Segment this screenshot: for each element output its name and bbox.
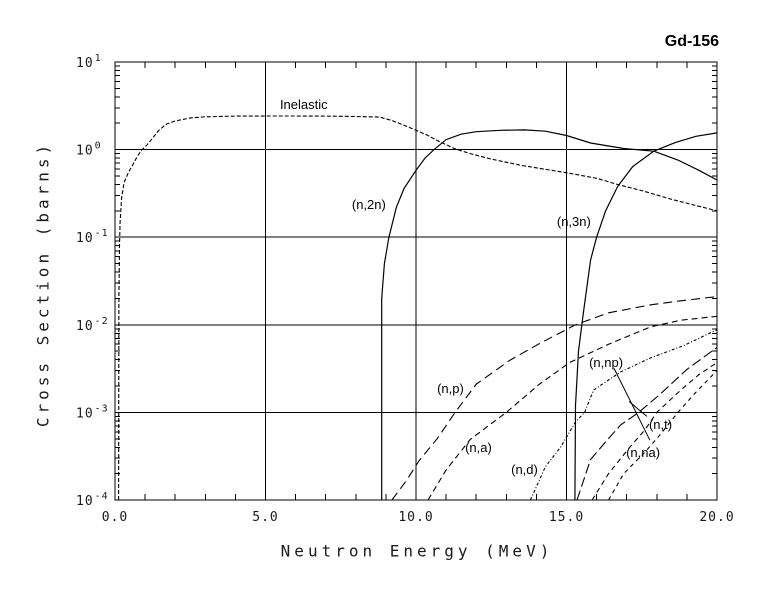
y-tick-label: 10-4 (76, 491, 109, 509)
curve-label-nnp: (n,np) (589, 355, 623, 370)
y-tick-label: 10-3 (76, 403, 109, 421)
curve-label-inelastic: Inelastic (280, 97, 328, 112)
y-tick-label: 10-1 (76, 228, 109, 246)
curve-label-np: (n,p) (437, 381, 464, 396)
y-tick-label: 10-2 (76, 316, 109, 334)
curve-label-na: (n,a) (465, 440, 492, 455)
curve-label-n3n: (n,3n) (557, 214, 591, 229)
x-axis-title: Neutron Energy (MeV) (280, 541, 554, 561)
curve-nd (529, 329, 718, 501)
curve-nna (608, 370, 718, 501)
curve-np (391, 296, 718, 501)
x-tick-label: 5.0 (252, 510, 278, 525)
y-axis-title: Cross Section (barns) (33, 140, 53, 428)
x-tick-label: 0.0 (102, 510, 128, 525)
curve-label-nna: (n,na) (626, 445, 660, 460)
curve-label-n2n: (n,2n) (352, 197, 386, 212)
plot-frame (114, 61, 718, 501)
x-tick-label: 20.0 (699, 510, 734, 525)
curve-n3n (574, 132, 718, 501)
x-tick-label: 10.0 (398, 510, 433, 525)
curve-inelastic (118, 115, 718, 501)
curve-nnp (576, 347, 718, 501)
curve-na (427, 315, 718, 501)
label-leader-line (628, 401, 648, 417)
curve-label-nt: (n,t) (649, 417, 672, 432)
chart-title: Gd-156 (664, 33, 719, 50)
curve-n2n (381, 129, 718, 500)
y-tick-label: 100 (76, 141, 102, 159)
y-tick-label: 101 (76, 53, 102, 71)
curve-label-nd: (n,d) (511, 462, 538, 477)
x-tick-label: 15.0 (549, 510, 584, 525)
curve-nt (591, 362, 718, 501)
